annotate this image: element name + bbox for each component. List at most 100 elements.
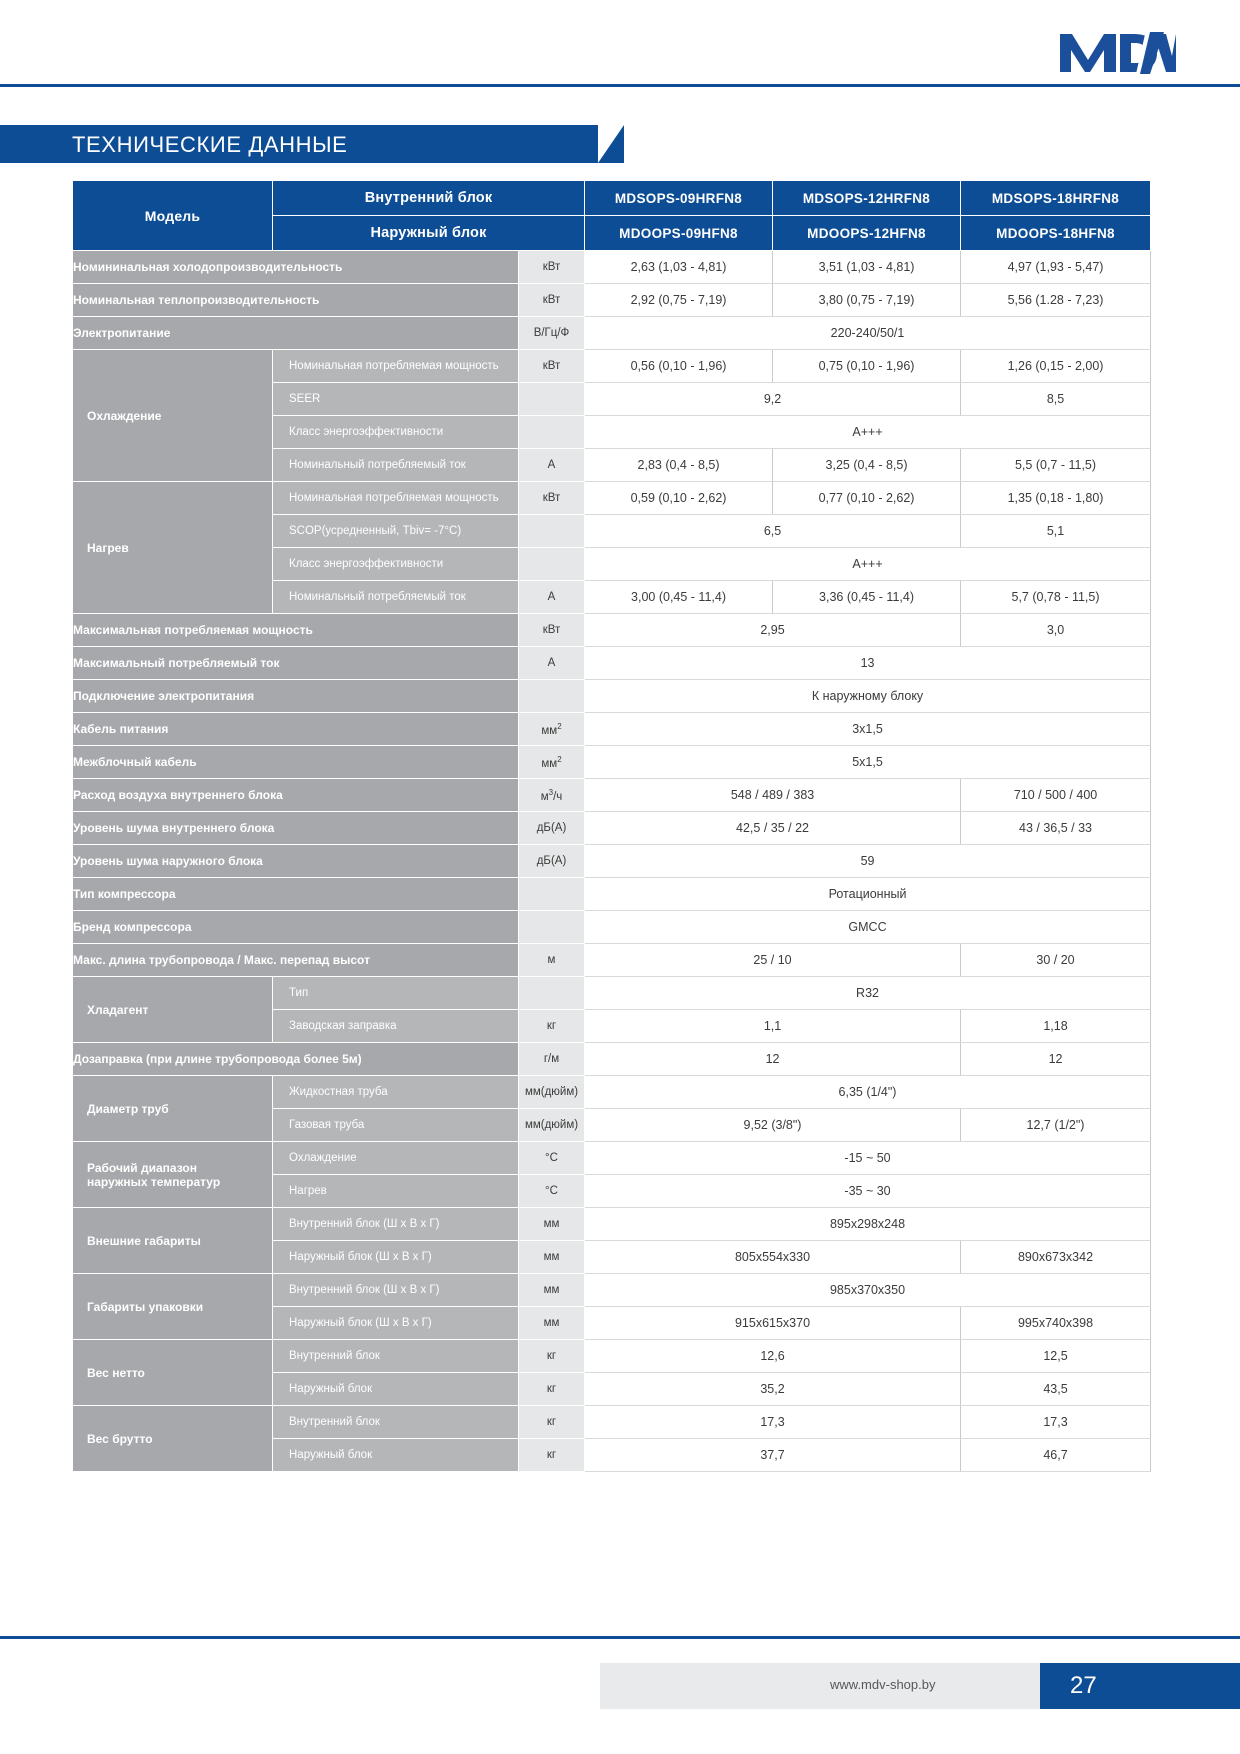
row-unit: дБ(А) xyxy=(517,844,586,878)
row-label: Номининальная холодопроизводительность xyxy=(72,250,519,284)
row-label: Газовая труба xyxy=(272,1108,519,1142)
row-value-3: 12 xyxy=(960,1042,1152,1076)
row-value-3: 43 / 36,5 / 33 xyxy=(960,811,1152,845)
row-unit xyxy=(517,877,586,911)
row-value-1: 2,63 (1,03 - 4,81) xyxy=(584,250,774,284)
group-label-gross-weight: Вес брутто xyxy=(72,1405,273,1472)
row-value-1: 2,83 (0,4 - 8,5) xyxy=(584,448,774,482)
row-value-1-2: 9,52 (3/8") xyxy=(584,1108,962,1142)
page-footer: www.mdv-shop.by 27 xyxy=(0,1663,1240,1709)
row-value-3: 710 / 500 / 400 xyxy=(960,778,1152,812)
row-value-all: 3x1,5 xyxy=(584,712,1152,746)
mdv-logo-icon xyxy=(1060,30,1176,74)
row-value-1-2: 25 / 10 xyxy=(584,943,962,977)
footer-divider xyxy=(0,1636,1240,1639)
row-label: Тип xyxy=(272,976,519,1010)
row-value-1-2: 35,2 xyxy=(584,1372,962,1406)
row-label: Кабель питания xyxy=(72,712,519,746)
row-unit: кг xyxy=(517,1339,586,1373)
table-row: Нагрев Номинальная потребляемая мощность… xyxy=(72,481,1152,614)
row-value-3: 1,26 (0,15 - 2,00) xyxy=(960,349,1152,383)
table-row: Бренд компрессора GMCC xyxy=(72,910,1152,944)
table-row: Уровень шума наружного блока дБ(А) 59 xyxy=(72,844,1152,878)
row-value-all: Ротационный xyxy=(584,877,1152,911)
row-value-3: 3,0 xyxy=(960,613,1152,647)
row-value-3: 5,56 (1.28 - 7,23) xyxy=(960,283,1152,317)
header-outdoor-model-2: MDOOPS-12HFN8 xyxy=(772,215,962,251)
row-value-1-2: 42,5 / 35 / 22 xyxy=(584,811,962,845)
row-label: Жидкостная труба xyxy=(272,1075,519,1109)
row-value-all: A+++ xyxy=(584,415,1152,449)
group-label-pipe-diameter: Диаметр труб xyxy=(72,1075,273,1142)
row-label: Наружный блок xyxy=(272,1438,519,1472)
table-row: Макс. длина трубопровода / Макс. перепад… xyxy=(72,943,1152,977)
row-value-3: 43,5 xyxy=(960,1372,1152,1406)
row-label: SEER xyxy=(272,382,519,416)
row-unit: °C xyxy=(517,1141,586,1175)
row-value-1-2: 1,1 xyxy=(584,1009,962,1043)
table-row: Класс энергоэффективности A+++ xyxy=(73,415,1152,449)
row-unit: мм xyxy=(517,1306,586,1340)
table-row: Рабочий диапазон наружных температур Охл… xyxy=(72,1141,1152,1208)
row-value-1-2: 915x615x370 xyxy=(584,1306,962,1340)
table-row: Дозаправка (при длине трубопровода более… xyxy=(72,1042,1152,1076)
table-row: Подключение электропитания К наружному б… xyxy=(72,679,1152,713)
header-model-label: Модель xyxy=(72,180,273,251)
row-unit: мм xyxy=(517,1240,586,1274)
row-value-1: 0,56 (0,10 - 1,96) xyxy=(584,349,774,383)
row-label: Нагрев xyxy=(272,1174,519,1208)
table-row: Вес нетто Внутренний блок кг 12,6 12,5 xyxy=(72,1339,1152,1406)
header-outdoor-model-1: MDOOPS-09HFN8 xyxy=(584,215,774,251)
row-label: Внутренний блок xyxy=(272,1339,519,1373)
table-row: Расход воздуха внутреннего блока м3/ч 54… xyxy=(72,778,1152,812)
row-label: Максимальная потребляемая мощность xyxy=(72,613,519,647)
row-label: Наружный блок (Ш x В x Г) xyxy=(272,1306,519,1340)
row-value-all: 985x370x350 xyxy=(584,1273,1152,1307)
row-unit: кВт xyxy=(517,481,586,515)
row-label: Максимальный потребляемый ток xyxy=(72,646,519,680)
footer-website-url[interactable]: www.mdv-shop.by xyxy=(830,1677,936,1692)
row-unit xyxy=(517,382,586,416)
table-row: Заводская заправка кг 1,1 1,18 xyxy=(73,1009,1152,1043)
row-value-3: 5,7 (0,78 - 11,5) xyxy=(960,580,1152,614)
table-row: Тип компрессора Ротационный xyxy=(72,877,1152,911)
row-value-all: 895x298x248 xyxy=(584,1207,1152,1241)
row-unit: г/м xyxy=(517,1042,586,1076)
row-label: Номинальный потребляемый ток xyxy=(272,448,519,482)
group-label-cooling: Охлаждение xyxy=(72,349,273,482)
table-row: Нагрев °C -35 ~ 30 xyxy=(73,1174,1152,1208)
row-label: Номинальная потребляемая мощность xyxy=(272,349,519,383)
table-row: Электропитание В/Гц/Ф 220-240/50/1 xyxy=(72,316,1152,350)
row-unit xyxy=(517,415,586,449)
row-unit: кВт xyxy=(517,349,586,383)
row-label: Охлаждение xyxy=(272,1141,519,1175)
table-row: Номинальный потребляемый ток А 3,00 (0,4… xyxy=(73,580,1152,614)
table-row: Наружный блок (Ш x В x Г) мм 915x615x370… xyxy=(73,1306,1152,1340)
row-value-all: 59 xyxy=(584,844,1152,878)
row-unit: кВт xyxy=(517,250,586,284)
row-label: Дозаправка (при длине трубопровода более… xyxy=(72,1042,519,1076)
row-unit: дБ(А) xyxy=(517,811,586,845)
table-row: Номинальная теплопроизводительность кВт … xyxy=(72,283,1152,317)
table-row: Газовая труба мм(дюйм) 9,52 (3/8") 12,7 … xyxy=(73,1108,1152,1142)
table-row: Уровень шума внутреннего блока дБ(А) 42,… xyxy=(72,811,1152,845)
group-label-line-1: Рабочий диапазон xyxy=(87,1160,197,1175)
row-value-all: -35 ~ 30 xyxy=(584,1174,1152,1208)
table-row: Максимальный потребляемый ток А 13 xyxy=(72,646,1152,680)
row-value-all: GMCC xyxy=(584,910,1152,944)
row-value-3: 5,1 xyxy=(960,514,1152,548)
row-value-2: 0,75 (0,10 - 1,96) xyxy=(772,349,962,383)
footer-blue-band xyxy=(1040,1663,1240,1709)
row-value-1-2: 548 / 489 / 383 xyxy=(584,778,962,812)
row-unit: мм xyxy=(517,1273,586,1307)
row-label: Бренд компрессора xyxy=(72,910,519,944)
row-value-all: R32 xyxy=(584,976,1152,1010)
row-value-2: 3,25 (0,4 - 8,5) xyxy=(772,448,962,482)
row-unit: мм(дюйм) xyxy=(517,1075,586,1109)
header-indoor-unit-label: Внутренний блок xyxy=(271,180,586,216)
table-row: Охлаждение Номинальная потребляемая мощн… xyxy=(72,349,1152,482)
technical-data-table: Модель Внутренний блок MDSOPS-09HRFN8 MD… xyxy=(72,180,1152,1472)
row-value-all: К наружному блоку xyxy=(584,679,1152,713)
row-unit: мм2 xyxy=(517,745,586,779)
row-value-1-2: 17,3 xyxy=(584,1405,962,1439)
